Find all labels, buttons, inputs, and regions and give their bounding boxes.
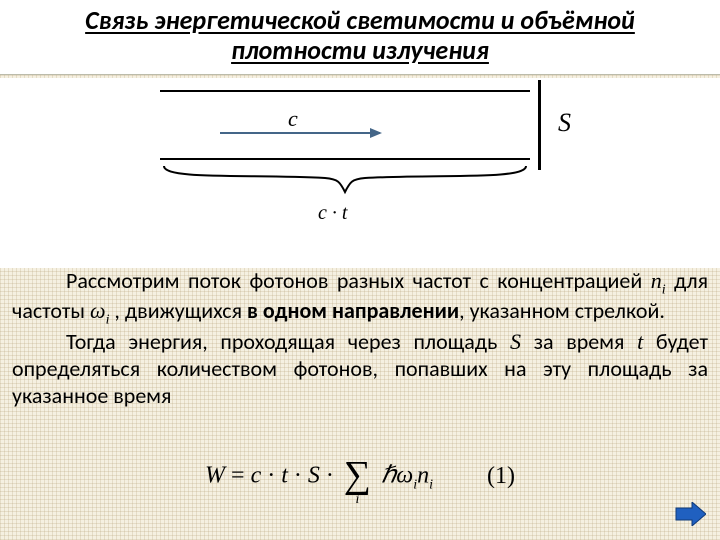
ct-label: c · t (318, 202, 347, 225)
area-bar (538, 80, 541, 170)
formula-S: S (308, 463, 320, 489)
sum-icon: ∑ i (344, 460, 371, 494)
p2-mid1: за время (521, 328, 637, 355)
p1-omega: ωi , (90, 297, 120, 324)
diagram: c S c · t (160, 90, 560, 230)
formula-lhs: W (205, 463, 225, 489)
p1-tail: , указанном стрелкой. (459, 297, 665, 324)
formula-n-sub: i (429, 477, 433, 492)
formula-n: n (417, 463, 429, 489)
eq-sign: = (231, 463, 251, 489)
c-label: c (288, 106, 298, 132)
title-line-1: Связь энергетической светимости и объёмн… (85, 4, 635, 36)
direction-arrow-icon (220, 132, 380, 134)
body-text: Рассмотрим поток фотонов разных частот с… (12, 268, 708, 409)
p1-pre: Рассмотрим поток фотонов разных частот с… (66, 267, 651, 294)
formula-omega: ω (396, 463, 413, 489)
formula-c: c (251, 463, 262, 489)
title-line-2: плотности излучения (231, 34, 489, 66)
equation-number: (1) (487, 463, 515, 490)
formula-hbar: ℏ (381, 463, 396, 489)
p2-s: S (510, 329, 521, 354)
p1-bold: в одном направлении (247, 297, 459, 324)
title-box: Связь энергетической светимости и объёмн… (0, 0, 720, 75)
sum-index: i (356, 492, 360, 508)
brace-icon (160, 162, 530, 202)
formula-t: t (281, 463, 288, 489)
p1-after: движущихся (120, 297, 247, 324)
p1-ni: ni (651, 267, 666, 294)
formula: W = c · t · S · ∑ i ℏωini (1) (0, 460, 720, 494)
next-slide-button[interactable] (674, 502, 706, 526)
diagram-frame (160, 90, 530, 160)
slide: Связь энергетической светимости и объёмн… (0, 0, 720, 540)
slide-title: Связь энергетической светимости и объёмн… (12, 6, 708, 66)
p2-pre: Тогда энергия, проходящая через площадь (66, 328, 510, 355)
s-label: S (558, 108, 571, 138)
